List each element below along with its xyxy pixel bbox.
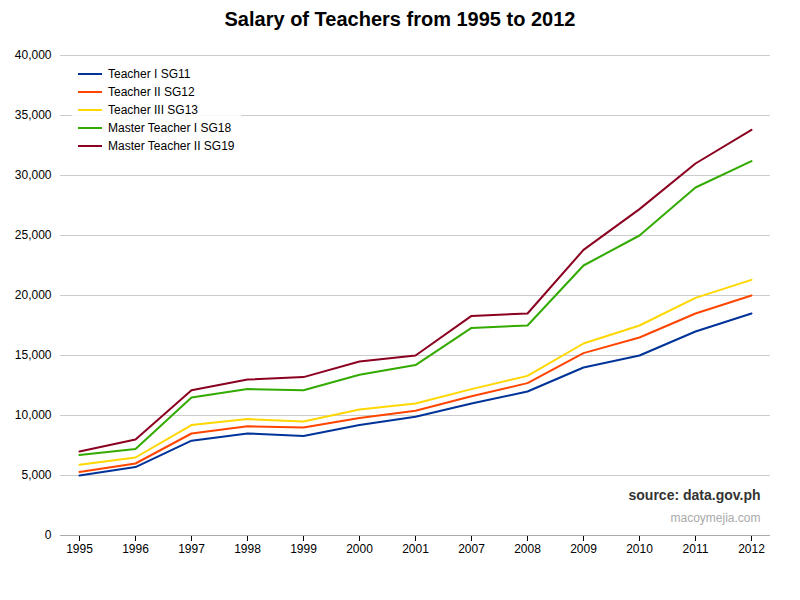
- html-text:Salary of Teachers from 1995 t: Salary of Teachers from 1995 to 2012: [224, 8, 576, 30]
- html-text:Teacher II SG12: Teacher II SG12: [108, 85, 195, 99]
- svg-text:2012: 2012: [738, 542, 765, 556]
- svg-text:20,000: 20,000: [15, 288, 52, 302]
- svg-text:25,000: 25,000: [15, 228, 52, 242]
- html-text:Master Teacher II SG19: Master Teacher II SG19: [108, 139, 235, 153]
- svg-text:2008: 2008: [514, 542, 541, 556]
- svg-text:40,000: 40,000: [15, 48, 52, 62]
- svg-text:5,000: 5,000: [21, 468, 51, 482]
- html-text:Master Teacher I SG18: Master Teacher I SG18: [108, 121, 232, 135]
- svg-text:2000: 2000: [346, 542, 373, 556]
- svg-text:30,000: 30,000: [15, 168, 52, 182]
- svg-text:2007: 2007: [458, 542, 485, 556]
- svg-text:1998: 1998: [234, 542, 261, 556]
- svg-text:2011: 2011: [683, 542, 709, 556]
- svg-text:35,000: 35,000: [15, 108, 52, 122]
- svg-text:1997: 1997: [178, 542, 205, 556]
- svg-text:1995: 1995: [66, 542, 93, 556]
- svg-text:source: data.gov.ph: source: data.gov.ph: [629, 487, 761, 503]
- svg-text:0: 0: [45, 528, 52, 542]
- svg-text:1996: 1996: [122, 542, 149, 556]
- svg-text:2001: 2001: [402, 542, 429, 556]
- svg-text:2010: 2010: [626, 542, 653, 556]
- html-text:Teacher I SG11: Teacher I SG11: [108, 67, 191, 81]
- svg-text:15,000: 15,000: [15, 348, 52, 362]
- svg-text:macoymejia.com: macoymejia.com: [670, 511, 760, 525]
- svg-text:1999: 1999: [290, 542, 317, 556]
- html-text:Teacher III SG13: Teacher III SG13: [108, 103, 198, 117]
- svg-text:10,000: 10,000: [15, 408, 52, 422]
- svg-text:2009: 2009: [570, 542, 597, 556]
